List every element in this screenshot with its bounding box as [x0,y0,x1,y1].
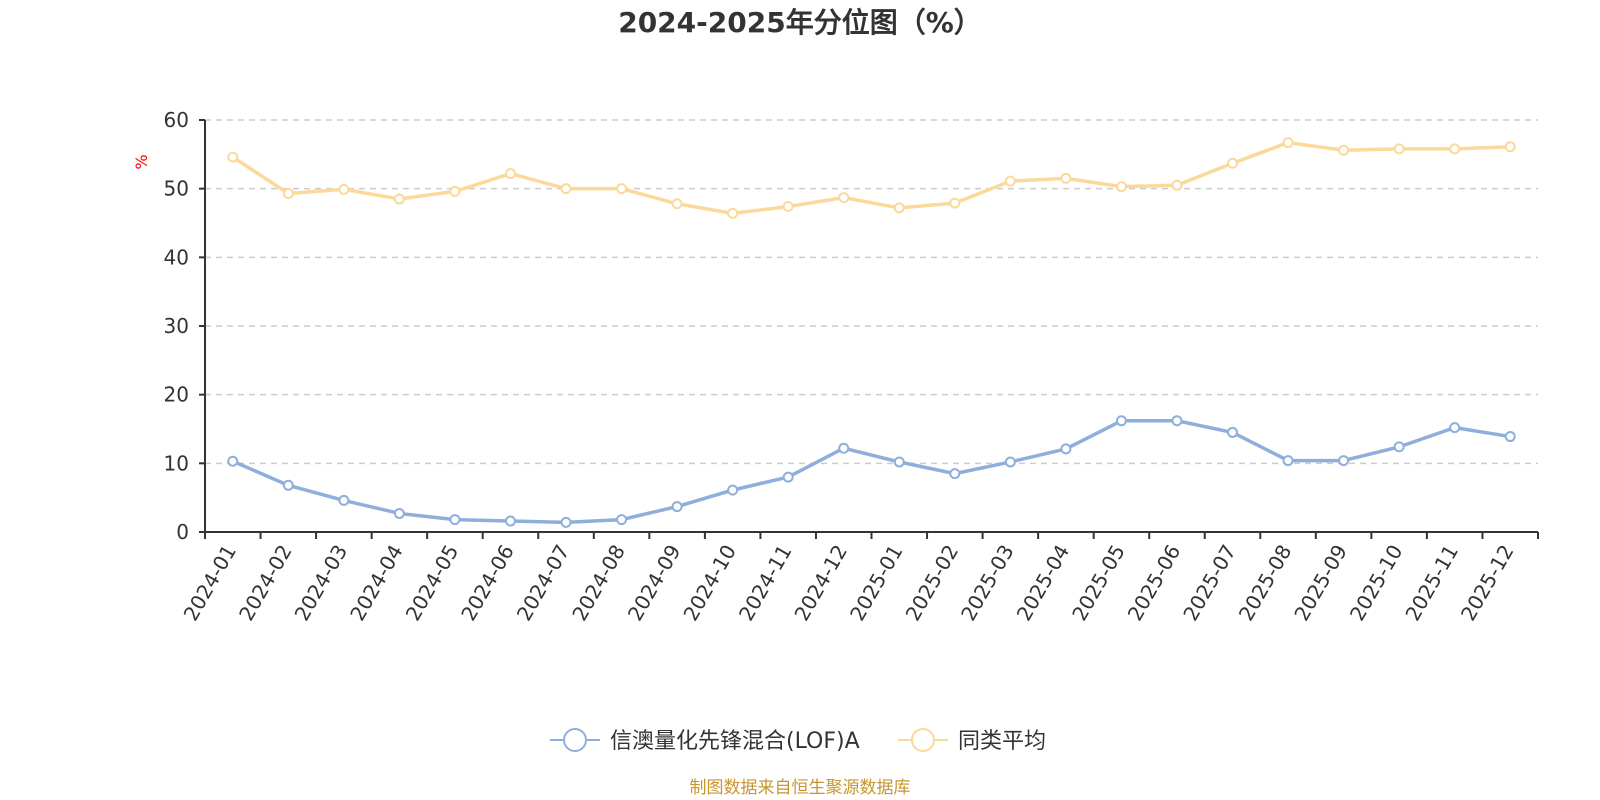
x-tick-label: 2024-07 [512,541,575,625]
data-point[interactable] [227,151,239,163]
series-0 [227,415,1516,528]
legend[interactable]: 信澳量化先锋混合(LOF)A 同类平均 [550,728,1046,754]
legend-circle-icon [911,728,935,752]
x-tick-label: 2024-03 [290,541,353,625]
y-tick-label: 60 [164,108,189,132]
x-tick-label: 2025-11 [1400,541,1463,625]
x-tick-label: 2025-09 [1289,541,1352,625]
data-point[interactable] [949,197,961,209]
data-point[interactable] [282,479,294,491]
data-point[interactable] [504,168,516,180]
x-tick-labels: 2024-012024-022024-032024-042024-052024-… [179,541,1519,625]
y-tick-label: 30 [164,314,189,338]
legend-item-1[interactable]: 同类平均 [898,728,1046,754]
data-point[interactable] [1393,143,1405,155]
data-point[interactable] [1338,455,1350,467]
y-tick-label: 20 [164,383,189,407]
x-tick-label: 2025-04 [1012,541,1075,625]
y-tick-label: 50 [164,177,189,201]
x-tick-label: 2024-11 [734,541,797,625]
data-point[interactable] [1060,443,1072,455]
x-tick-label: 2025-06 [1123,541,1186,625]
data-point[interactable] [838,442,850,454]
legend-label: 同类平均 [958,729,1046,754]
data-point[interactable] [949,468,961,480]
x-tick-label: 2025-01 [845,541,908,625]
data-point[interactable] [1004,456,1016,468]
data-point[interactable] [227,455,239,467]
x-tick-label: 2024-05 [401,541,464,625]
source-note: 制图数据来自恒生聚源数据库 [690,778,911,798]
data-point[interactable] [616,183,628,195]
data-point[interactable] [560,183,572,195]
y-tick-labels: 0 10 20 30 40 50 60 [164,108,189,544]
data-point[interactable] [560,516,572,528]
x-tick-label: 2024-12 [789,541,852,625]
x-tick-label: 2025-10 [1345,541,1408,625]
legend-circle-icon [563,728,587,752]
data-point[interactable] [1227,426,1239,438]
data-point[interactable] [893,456,905,468]
legend-item-0[interactable]: 信澳量化先锋混合(LOF)A [550,728,860,754]
data-point[interactable] [616,514,628,526]
x-tick-label: 2024-02 [234,541,297,625]
data-point[interactable] [1338,144,1350,156]
data-point[interactable] [671,198,683,210]
data-point[interactable] [1449,422,1461,434]
data-point[interactable] [393,507,405,519]
data-point[interactable] [1504,431,1516,443]
x-tick-label: 2025-08 [1234,541,1297,625]
data-point[interactable] [1282,137,1294,149]
data-point[interactable] [1115,415,1127,427]
data-point[interactable] [1227,157,1239,169]
x-tick-label: 2025-03 [956,541,1019,625]
x-tick-label: 2024-10 [678,541,741,625]
x-tick-label: 2025-05 [1067,541,1130,625]
data-point[interactable] [893,202,905,214]
data-point[interactable] [1171,415,1183,427]
series [227,137,1516,528]
series-line [231,140,1512,216]
y-tick-label: 40 [164,245,189,269]
x-tick-label: 2024-04 [345,541,408,625]
y-tick-label: 10 [164,451,189,475]
data-point[interactable] [282,187,294,199]
data-point[interactable] [1004,175,1016,187]
data-point[interactable] [727,207,739,219]
data-point[interactable] [1449,143,1461,155]
x-tick-label: 2025-07 [1178,541,1241,625]
grid-lines [205,119,1538,465]
series-line [231,419,1512,525]
y-tick-label: 0 [176,520,189,544]
data-point[interactable] [1282,455,1294,467]
data-point[interactable] [782,471,794,483]
axes [199,119,1539,539]
data-point[interactable] [504,515,516,527]
data-point[interactable] [782,201,794,213]
x-tick-label: 2024-06 [456,541,519,625]
data-point[interactable] [1393,441,1405,453]
chart-title: 2024-2025年分位图（%） [618,6,982,39]
x-tick-label: 2024-08 [567,541,630,625]
data-point[interactable] [671,501,683,513]
x-tick-label: 2024-01 [179,541,242,625]
data-point[interactable] [727,484,739,496]
data-point[interactable] [449,185,461,197]
data-point[interactable] [1504,141,1516,153]
data-point[interactable] [449,514,461,526]
data-point[interactable] [1060,172,1072,184]
x-tick-label: 2024-09 [623,541,686,625]
data-point[interactable] [838,192,850,204]
y-axis-unit: % [132,154,151,169]
x-tick-label: 2025-12 [1456,541,1519,625]
data-point[interactable] [338,183,350,195]
data-point[interactable] [393,193,405,205]
x-tick-label: 2025-02 [901,541,964,625]
data-point[interactable] [1115,181,1127,193]
legend-label: 信澳量化先锋混合(LOF)A [610,729,860,754]
series-1 [227,137,1516,219]
data-point[interactable] [1171,179,1183,191]
data-point[interactable] [338,494,350,506]
